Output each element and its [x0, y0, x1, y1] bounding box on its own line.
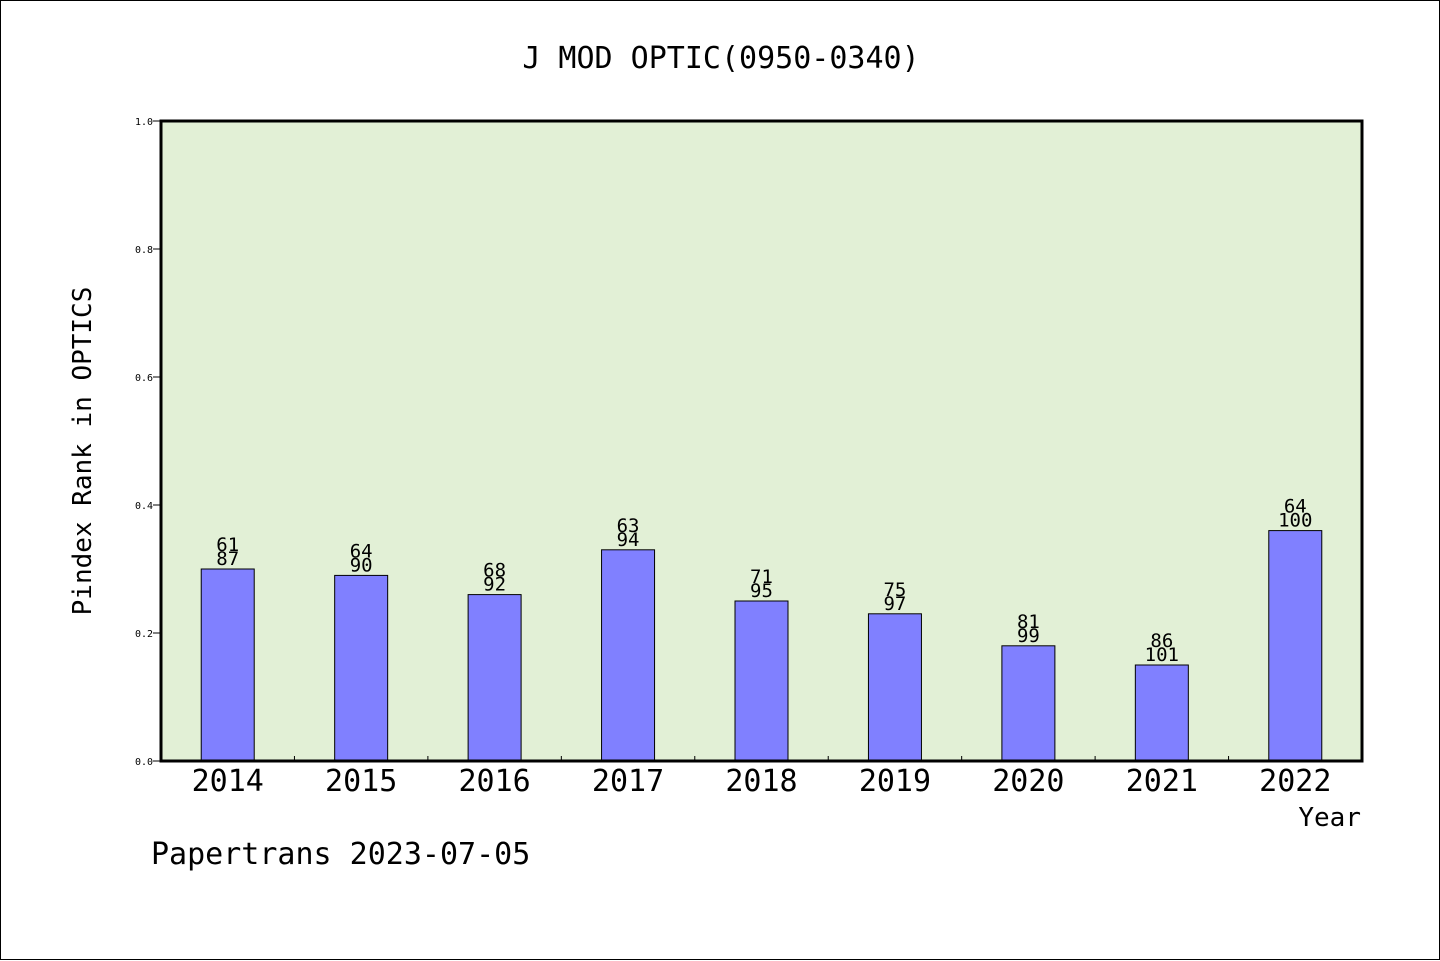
y-tick-label: 0.0	[135, 757, 153, 768]
x-tick-label: 2020	[992, 764, 1064, 799]
bar-series	[200, 530, 1323, 762]
x-tick-label: 2018	[725, 764, 797, 799]
data-label-top: 71	[750, 566, 773, 588]
x-tick-label: 2014	[192, 764, 264, 799]
data-label-top: 81	[1017, 611, 1040, 633]
x-axis: 2014 2015 2016 2017 2018 2019 2020 2021 2022	[192, 756, 1331, 799]
bar-2020	[1001, 645, 1056, 762]
x-tick-label: 2017	[592, 764, 664, 799]
data-label-bottom: 90	[350, 554, 373, 576]
y-tick-label: 0.2	[135, 629, 153, 640]
data-label-bottom: 99	[1017, 625, 1040, 647]
y-tick-label: 0.4	[135, 501, 153, 512]
data-label-bottom: 95	[750, 580, 773, 602]
bar-2015	[334, 574, 389, 762]
bar-2017	[601, 549, 656, 762]
footer-credit: Papertrans 2023-07-05	[151, 837, 530, 872]
y-axis: 0.0 0.2 0.4 0.6 0.8 1.0	[135, 117, 161, 768]
bar-2019	[867, 613, 922, 762]
data-label-bottom: 87	[216, 548, 239, 570]
data-label-bottom: 97	[883, 593, 906, 615]
bar-2014	[200, 568, 255, 762]
bar-2016	[467, 594, 522, 762]
data-label-bottom: 92	[483, 574, 506, 596]
y-tick-label: 1.0	[135, 117, 153, 128]
plot-border	[159, 119, 1364, 763]
data-label-top: 63	[617, 515, 640, 537]
y-tick-label: 0.8	[135, 245, 153, 256]
x-tick-label: 2019	[859, 764, 931, 799]
bar-2021	[1134, 664, 1189, 762]
data-label-top: 75	[883, 579, 906, 601]
y-axis-label: Pindex Rank in OPTICS	[68, 287, 98, 616]
data-label-top: 64	[1284, 496, 1307, 518]
data-label-top: 61	[216, 534, 239, 556]
x-axis-label: Year	[1298, 803, 1361, 833]
data-label-top: 86	[1150, 630, 1173, 652]
data-label-bottom: 101	[1145, 644, 1179, 666]
x-tick-label: 2021	[1126, 764, 1198, 799]
y-tick-label: 0.6	[135, 373, 153, 384]
data-label-bottom: 100	[1278, 510, 1312, 532]
bar-2018	[734, 600, 789, 762]
chart-title: J MOD OPTIC(0950-0340)	[522, 41, 919, 76]
data-label-top: 68	[483, 560, 506, 582]
data-label-bottom: 94	[617, 529, 640, 551]
x-tick-label: 2015	[325, 764, 397, 799]
bar-2022	[1268, 530, 1323, 762]
x-tick-label: 2016	[458, 764, 530, 799]
x-tick-label: 2022	[1259, 764, 1331, 799]
data-label-top: 64	[350, 540, 373, 562]
